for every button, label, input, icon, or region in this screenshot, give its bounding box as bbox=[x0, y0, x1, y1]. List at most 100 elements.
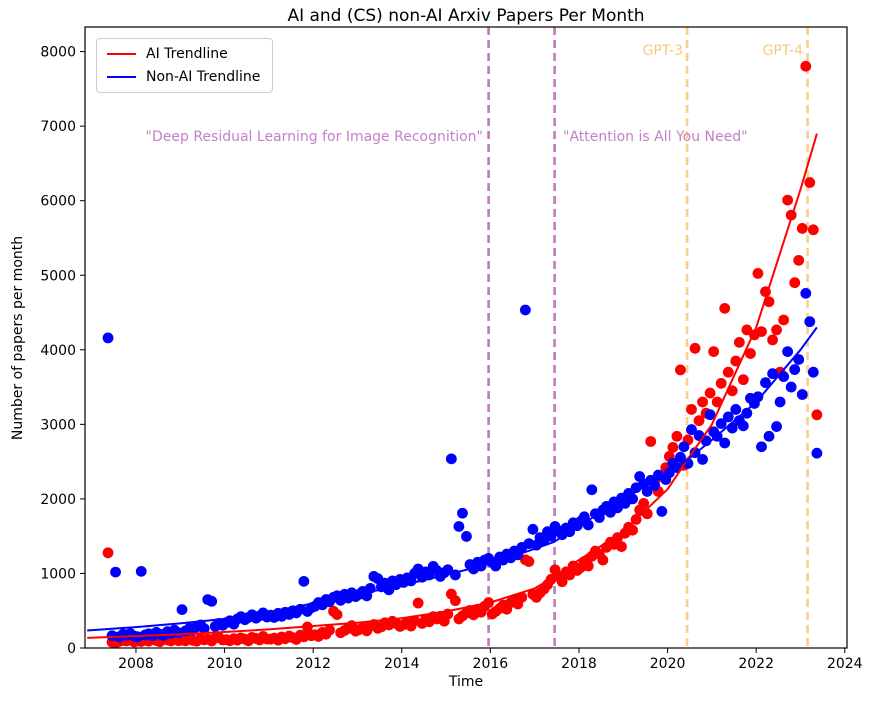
scatter-point-non-ai bbox=[804, 316, 816, 328]
scatter-point-non-ai bbox=[519, 304, 531, 316]
scatter-point-ai bbox=[331, 609, 343, 621]
x-tick-label: 2018 bbox=[561, 656, 597, 672]
scatter-point-ai bbox=[708, 346, 720, 357]
scatter-point-non-ai bbox=[442, 564, 454, 576]
scatter-point-ai bbox=[686, 404, 697, 415]
scatter-point-ai bbox=[745, 348, 756, 359]
y-tick-label: 7000 bbox=[40, 119, 76, 135]
scatter-point-non-ai bbox=[453, 521, 465, 532]
scatter-point-ai bbox=[730, 355, 742, 367]
scatter-point-non-ai bbox=[545, 530, 557, 542]
scatter-point-non-ai bbox=[298, 575, 310, 587]
scatter-point-ai bbox=[752, 267, 764, 279]
scatter-point-non-ai bbox=[641, 486, 653, 497]
scatter-point-non-ai bbox=[771, 421, 782, 432]
plot-area bbox=[85, 27, 847, 648]
scatter-point-ai bbox=[719, 302, 731, 314]
scatter-point-ai bbox=[675, 364, 686, 376]
scatter-point-ai bbox=[811, 409, 823, 421]
legend-item-ai-trendline: AI Trendline bbox=[107, 46, 260, 62]
scatter-point-non-ai bbox=[800, 287, 812, 299]
y-tick-label: 3000 bbox=[40, 417, 76, 433]
scatter-point-non-ai bbox=[767, 368, 778, 380]
y-tick-label: 1000 bbox=[40, 566, 76, 582]
axes-spines bbox=[84, 26, 848, 649]
scatter-point-non-ai bbox=[675, 451, 686, 463]
scatter-point-ai bbox=[516, 591, 528, 603]
scatter-point-non-ai bbox=[697, 453, 708, 465]
scatter-point-ai bbox=[616, 541, 627, 553]
scatter-point-non-ai bbox=[686, 424, 697, 435]
scatter-point-non-ai bbox=[807, 366, 819, 378]
scatter-point-non-ai bbox=[811, 447, 823, 459]
scatter-point-ai bbox=[102, 547, 114, 559]
scatter-point-non-ai bbox=[198, 623, 210, 635]
x-tick-label: 2020 bbox=[650, 656, 686, 672]
scatter-point-ai bbox=[715, 377, 727, 389]
scatter-point-non-ai bbox=[763, 430, 775, 442]
scatter-point-non-ai bbox=[110, 566, 121, 578]
scatter-point-ai bbox=[597, 554, 609, 566]
y-tick-label: 6000 bbox=[40, 194, 76, 210]
scatter-point-non-ai bbox=[527, 523, 539, 535]
scatter-point-ai bbox=[800, 60, 812, 72]
x-tick-label: 2010 bbox=[207, 656, 243, 672]
scatter-point-ai bbox=[689, 342, 701, 354]
scatter-point-ai bbox=[771, 324, 782, 336]
scatter-point-ai bbox=[582, 560, 594, 572]
scatter-point-non-ai bbox=[722, 411, 734, 423]
scatter-point-ai bbox=[789, 277, 801, 289]
scatter-point-ai bbox=[667, 442, 679, 453]
annotation-gpt4: GPT-4 bbox=[762, 43, 803, 59]
scatter-point-ai bbox=[704, 387, 716, 399]
x-tick-label: 2022 bbox=[738, 656, 774, 672]
scatter-point-non-ai bbox=[704, 409, 716, 421]
scatter-point-ai bbox=[556, 576, 568, 588]
scatter-point-ai bbox=[449, 595, 461, 607]
scatter-point-non-ai bbox=[445, 453, 457, 465]
scatter-point-ai bbox=[671, 430, 683, 442]
scatter-point-non-ai bbox=[730, 404, 742, 415]
scatter-point-ai bbox=[782, 194, 794, 206]
legend: AI Trendline Non-AI Trendline bbox=[96, 38, 274, 93]
scatter-point-non-ai bbox=[135, 565, 147, 577]
y-tick-label: 2000 bbox=[40, 492, 76, 508]
scatter-point-ai bbox=[767, 334, 778, 346]
scatter-point-ai bbox=[796, 223, 808, 234]
scatter-point-non-ai bbox=[789, 364, 801, 375]
scatter-point-non-ai bbox=[457, 507, 468, 519]
scatter-point-ai bbox=[793, 254, 805, 266]
scatter-point-non-ai bbox=[756, 441, 767, 453]
scatter-point-ai bbox=[627, 524, 638, 536]
scatter-point-non-ai bbox=[785, 381, 797, 393]
trendline-non-ai bbox=[87, 326, 818, 632]
scatter-point-non-ai bbox=[578, 511, 590, 523]
scatter-point-ai bbox=[756, 326, 767, 338]
scatter-point-non-ai bbox=[741, 407, 753, 419]
scatter-point-non-ai bbox=[719, 437, 731, 449]
scatter-point-non-ai bbox=[782, 346, 794, 357]
scatter-point-ai bbox=[638, 498, 650, 509]
scatter-point-ai bbox=[645, 436, 657, 447]
scatter-point-ai bbox=[737, 374, 749, 386]
scatter-point-non-ai bbox=[715, 418, 727, 430]
legend-line-swatch-red bbox=[107, 53, 136, 55]
y-tick-label: 5000 bbox=[40, 268, 76, 284]
scatter-point-ai bbox=[412, 597, 424, 609]
scatter-point-non-ai bbox=[796, 389, 808, 400]
legend-line-swatch-blue bbox=[107, 76, 136, 78]
scatter-point-non-ai bbox=[176, 604, 188, 616]
scatter-point-ai bbox=[807, 224, 819, 236]
scatter-point-ai bbox=[778, 314, 790, 326]
scatter-point-non-ai bbox=[206, 595, 218, 607]
scatter-point-ai bbox=[733, 336, 745, 348]
scatter-point-non-ai bbox=[586, 484, 598, 496]
scatter-point-ai bbox=[324, 624, 335, 636]
trendline-ai bbox=[87, 133, 818, 639]
y-tick-label: 0 bbox=[67, 641, 76, 657]
x-tick-label: 2014 bbox=[384, 656, 420, 672]
legend-label: Non-AI Trendline bbox=[146, 69, 261, 85]
x-axis-label: Time bbox=[448, 674, 484, 690]
scatter-point-ai bbox=[722, 366, 734, 378]
scatter-point-non-ai bbox=[678, 441, 690, 453]
